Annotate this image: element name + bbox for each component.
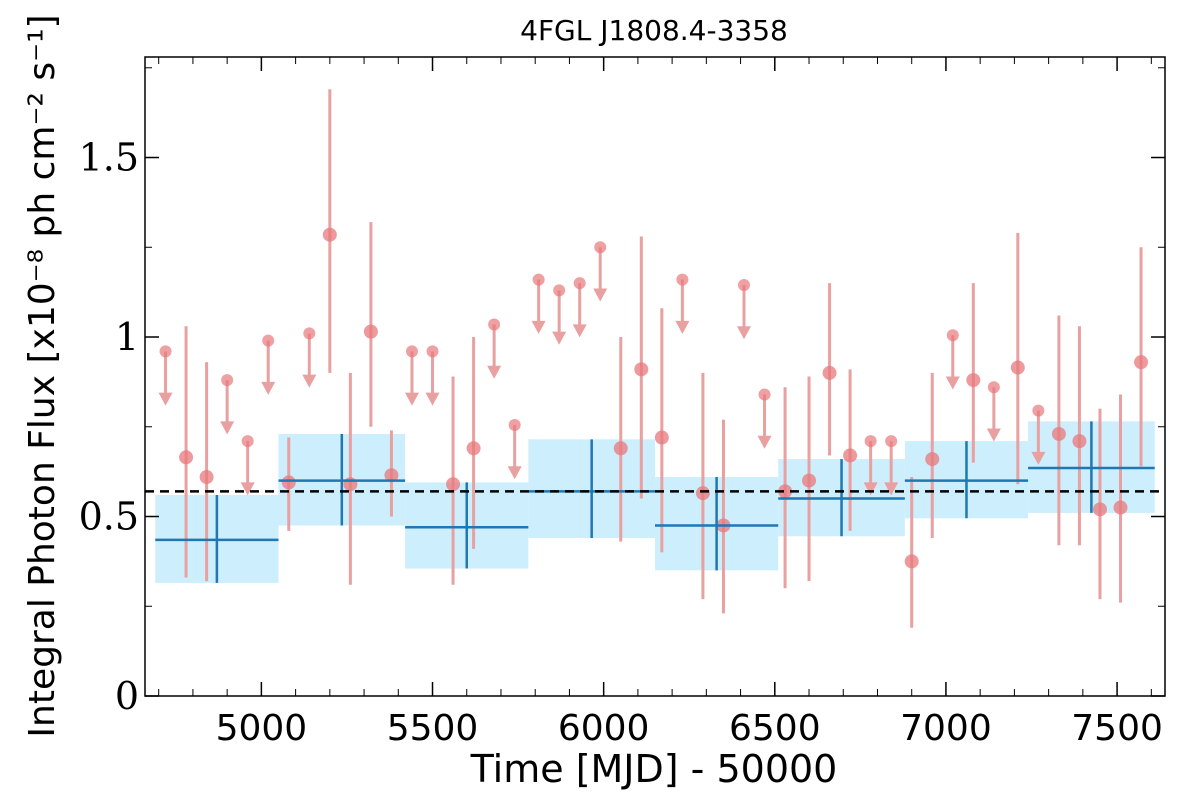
x-tick-label-0: 5000 <box>216 708 308 749</box>
data-point-4 <box>343 477 358 492</box>
upper-limit-arrow-0 <box>158 392 173 406</box>
upper-limit-marker-4 <box>303 327 316 340</box>
upper-limit-arrow-3 <box>261 381 276 395</box>
data-point-10 <box>634 362 649 377</box>
data-point-15 <box>802 473 817 488</box>
upper-limit-marker-19 <box>987 381 1000 394</box>
upper-limit-marker-5 <box>405 345 418 358</box>
y-tick-label-0: 0 <box>115 674 139 718</box>
upper-limit-marker-6 <box>426 345 439 358</box>
upper-limit-marker-2 <box>241 435 254 448</box>
data-point-22 <box>1051 426 1066 441</box>
upper-limit-marker-15 <box>758 388 771 401</box>
data-point-3 <box>322 227 337 242</box>
data-point-1 <box>199 470 214 485</box>
data-point-19 <box>925 452 940 467</box>
upper-limit-marker-14 <box>737 278 750 291</box>
upper-limit-marker-17 <box>885 435 898 448</box>
data-point-25 <box>1113 500 1128 515</box>
x-axis-label: Time [MJD] - 50000 <box>470 747 838 791</box>
x-tick-label-2: 6000 <box>558 708 650 749</box>
upper-limit-marker-20 <box>1032 404 1045 417</box>
upper-limit-marker-16 <box>864 435 877 448</box>
y-tick-label-3: 1.5 <box>79 136 139 180</box>
upper-limit-arrow-1 <box>220 421 235 435</box>
y-tick-label-2: 1 <box>115 315 139 359</box>
data-point-21 <box>1010 360 1025 375</box>
upper-limit-arrow-2 <box>240 482 255 496</box>
upper-limit-marker-10 <box>553 284 566 297</box>
upper-limit-marker-13 <box>676 273 689 286</box>
upper-limit-arrow-11 <box>572 324 587 338</box>
data-point-0 <box>179 450 194 465</box>
data-point-12 <box>695 486 710 501</box>
upper-limit-marker-18 <box>946 329 959 342</box>
x-tick-label-4: 7000 <box>900 708 992 749</box>
data-point-8 <box>466 441 481 456</box>
upper-limit-arrow-19 <box>986 428 1001 442</box>
data-point-17 <box>843 448 858 463</box>
upper-limit-arrow-5 <box>404 392 419 406</box>
x-tick-label-3: 6500 <box>729 708 821 749</box>
upper-limit-arrow-8 <box>507 466 522 480</box>
data-point-6 <box>384 468 399 483</box>
data-point-26 <box>1134 355 1149 370</box>
data-point-9 <box>613 441 628 456</box>
data-point-11 <box>654 430 669 445</box>
data-point-20 <box>966 373 981 388</box>
upper-limit-marker-0 <box>159 345 172 358</box>
upper-limit-arrow-10 <box>552 331 567 345</box>
x-tick-label-5: 7500 <box>1071 708 1163 749</box>
data-point-5 <box>363 324 378 339</box>
y-axis-label: Integral Photon Flux [x10⁻⁸ ph cm⁻² s⁻¹] <box>22 14 63 737</box>
data-point-18 <box>904 554 919 569</box>
data-point-16 <box>822 365 837 380</box>
x-tick-label-1: 5500 <box>387 708 479 749</box>
data-point-24 <box>1092 502 1107 517</box>
upper-limit-arrow-20 <box>1031 451 1046 465</box>
upper-limit-arrow-18 <box>945 376 960 390</box>
upper-limit-arrow-16 <box>863 482 878 496</box>
upper-limit-marker-11 <box>573 277 586 290</box>
upper-limit-marker-9 <box>532 273 545 286</box>
data-point-7 <box>446 477 461 492</box>
y-tick-label-1: 0.5 <box>79 495 139 539</box>
upper-limit-marker-12 <box>594 241 607 254</box>
upper-limit-marker-8 <box>508 418 521 431</box>
upper-limit-marker-3 <box>262 334 275 347</box>
upper-limit-arrow-4 <box>302 374 317 388</box>
upper-limit-arrow-9 <box>531 320 546 334</box>
upper-limit-arrow-12 <box>593 288 608 302</box>
data-point-23 <box>1072 434 1087 449</box>
upper-limit-arrow-14 <box>736 326 751 340</box>
upper-limit-arrow-7 <box>487 365 502 379</box>
upper-limit-arrow-13 <box>675 320 690 334</box>
upper-limit-arrow-15 <box>757 435 772 449</box>
upper-limit-marker-1 <box>221 374 234 387</box>
plot-frame <box>144 56 1166 697</box>
upper-limit-marker-7 <box>488 318 501 331</box>
data-point-14 <box>778 484 793 499</box>
upper-limit-arrow-17 <box>884 482 899 496</box>
data-point-2 <box>281 475 296 490</box>
upper-limit-arrow-6 <box>425 392 440 406</box>
chart-title: 4FGL J1808.4-3358 <box>520 14 788 47</box>
